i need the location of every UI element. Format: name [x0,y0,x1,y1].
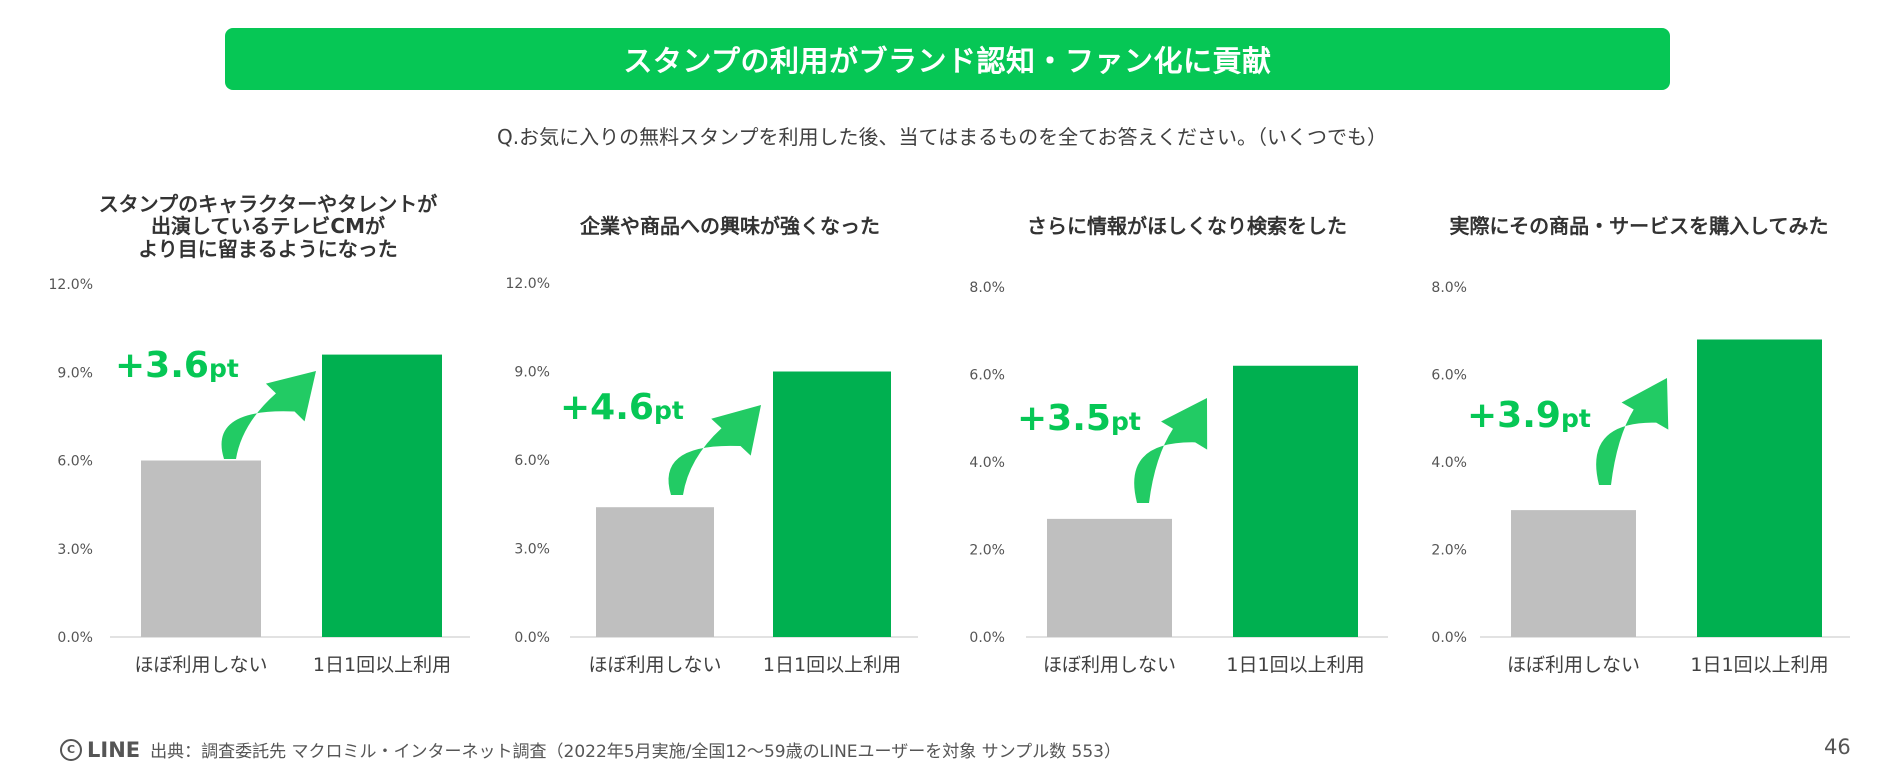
footer: C LINE 出典：調査委託先 マクロミル・インターネット調査（2022年5月実… [60,737,1121,762]
uplift-arrow-icon [1134,398,1208,503]
y-tick-label: 0.0% [514,630,550,646]
category-label: ほぼ利用しない [588,654,721,676]
uplift-value: +3.6 [115,345,209,386]
bar-daily-use [322,354,442,637]
uplift-unit: pt [1561,404,1591,433]
y-tick-label: 4.0% [969,455,1005,471]
survey-question: Q.お気に入りの無料スタンプを利用した後、当てはまるものを全てお答えください。（… [497,125,1387,149]
chart-3: さらに情報がほしくなり検索をした 0.0% 2.0% 4.0% 6.0% 8.0% ほぼ利用… [969,214,1388,676]
y-tick-label: 6.0% [57,454,93,470]
y-tick-label: 6.0% [514,453,550,469]
category-label: ほぼ利用しない [1043,654,1176,676]
logo-text: LINE [87,737,141,762]
chart-1: スタンプのキャラクターやタレントが出演しているテレビCMがより目に留まるようにな… [49,192,470,676]
bar-daily-use [1697,339,1822,637]
uplift-value: +3.9 [1467,395,1561,436]
uplift-unit: pt [1111,407,1141,436]
category-label: 1日1回以上利用 [313,654,451,676]
uplift-unit: pt [654,396,684,425]
y-tick-label: 2.0% [969,543,1005,559]
chart-title-line: さらに情報がほしくなり検索をした [1027,214,1347,238]
bar-rarely-use [141,460,261,637]
uplift-label: +4.6pt [560,387,684,428]
category-label: 1日1回以上利用 [763,654,901,676]
chart-title-line: 出演しているテレビCMが [151,214,385,238]
bar-daily-use [1233,365,1358,637]
y-tick-label: 9.0% [514,365,550,381]
uplift-unit: pt [209,354,239,383]
uplift-arrow-icon [668,405,761,495]
y-tick-label: 0.0% [1431,630,1467,646]
uplift-label: +3.9pt [1467,395,1591,436]
y-tick-label: 12.0% [506,276,550,292]
page-title: スタンプの利用がブランド認知・ファン化に貢献 [623,44,1272,78]
y-tick-label: 0.0% [969,630,1005,646]
uplift-arrow-icon [1596,378,1669,485]
page-number: 46 [1824,735,1851,759]
uplift-arrow-icon [221,371,316,459]
category-label: 1日1回以上利用 [1690,654,1828,676]
bar-daily-use [773,371,891,637]
chart-title-line: より目に留まるようになった [138,237,398,261]
uplift-label: +3.5pt [1017,398,1141,439]
y-tick-label: 12.0% [49,277,93,293]
y-tick-label: 3.0% [514,542,550,558]
y-tick-label: 8.0% [969,280,1005,296]
chart-title-line: スタンプのキャラクターやタレントが [99,192,438,216]
y-tick-label: 2.0% [1431,543,1467,559]
title-banner: スタンプの利用がブランド認知・ファン化に貢献 [225,28,1670,90]
copyright-icon: C [60,738,82,761]
chart-2: 企業や商品への興味が強くなった 0.0% 3.0% 6.0% 9.0% 12.0% ほぼ利用… [506,214,918,676]
bar-rarely-use [1047,518,1172,637]
y-tick-label: 8.0% [1431,280,1467,296]
category-label: ほぼ利用しない [1507,654,1640,676]
chart-4: 実際にその商品・サービスを購入してみた 0.0% 2.0% 4.0% 6.0% 8.0% ほ… [1431,214,1850,676]
line-logo: C LINE [60,738,140,762]
y-tick-label: 0.0% [57,630,93,646]
source-note: 出典：調査委託先 マクロミル・インターネット調査（2022年5月実施/全国12〜… [150,742,1121,762]
category-label: ほぼ利用しない [134,654,267,676]
uplift-value: +3.5 [1017,398,1111,439]
uplift-label: +3.6pt [115,345,239,386]
bar-rarely-use [596,507,714,637]
chart-title-line: 企業や商品への興味が強くなった [579,214,880,238]
uplift-value: +4.6 [560,387,654,428]
bar-rarely-use [1511,510,1636,637]
y-tick-label: 6.0% [1431,368,1467,384]
y-tick-label: 4.0% [1431,455,1467,471]
y-tick-label: 6.0% [969,368,1005,384]
y-tick-label: 3.0% [57,542,93,558]
category-label: 1日1回以上利用 [1226,654,1364,676]
chart-title-line: 実際にその商品・サービスを購入してみた [1450,214,1829,238]
y-tick-label: 9.0% [57,365,93,381]
